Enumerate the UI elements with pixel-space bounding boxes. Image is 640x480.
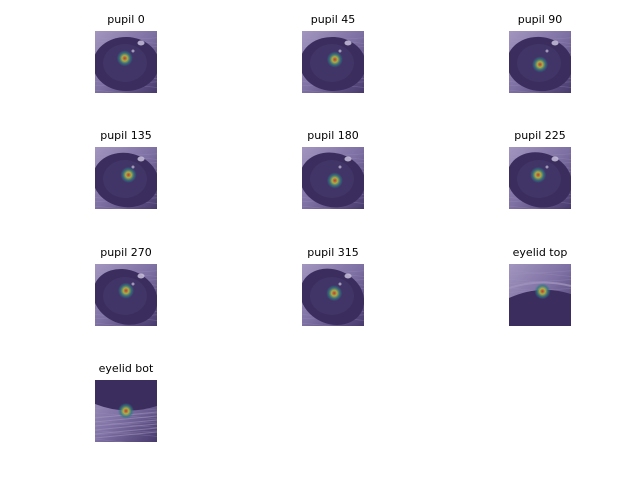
panel-image — [302, 31, 364, 93]
panel-title: pupil 225 — [514, 129, 566, 142]
eye-highlight — [344, 40, 352, 46]
panel-image — [95, 380, 157, 442]
eye-highlight — [551, 156, 559, 162]
panel-title: pupil 90 — [517, 13, 563, 26]
panel-image — [95, 31, 157, 93]
heatmap-peak — [116, 50, 133, 67]
panel-title: eyelid bot — [98, 362, 154, 375]
panel-title: pupil 0 — [107, 13, 145, 26]
heatmap-peak — [532, 56, 548, 73]
eye-highlight — [137, 156, 145, 162]
eye-iris — [95, 380, 157, 411]
panel-image — [509, 31, 571, 93]
panel-image — [509, 147, 571, 209]
eye-highlight — [344, 156, 352, 162]
heatmap-peak — [118, 282, 134, 299]
panel-image — [302, 147, 364, 209]
heatmap-peak — [326, 285, 343, 302]
panel-image — [95, 147, 157, 209]
panel-title: pupil 180 — [307, 129, 359, 142]
heatmap-peak — [326, 51, 343, 68]
heatmap-peak — [530, 166, 547, 183]
panel-image — [509, 264, 571, 326]
eye-iris — [509, 289, 571, 326]
heatmap-peak — [326, 172, 343, 189]
panel-image — [302, 264, 364, 326]
panel-title: pupil 270 — [100, 246, 152, 259]
panel-image — [95, 264, 157, 326]
eye-highlight — [137, 40, 145, 46]
heatmap-peak — [118, 403, 134, 419]
eye-highlight — [551, 40, 559, 46]
panel-title: pupil 45 — [310, 13, 356, 26]
eye-highlight — [344, 273, 352, 279]
panel-title: eyelid top — [512, 246, 568, 259]
heatmap-peak — [534, 283, 551, 300]
heatmap-peak — [120, 166, 137, 183]
panel-title: pupil 135 — [100, 129, 152, 142]
eye-highlight — [137, 273, 145, 279]
panel-title: pupil 315 — [307, 246, 359, 259]
